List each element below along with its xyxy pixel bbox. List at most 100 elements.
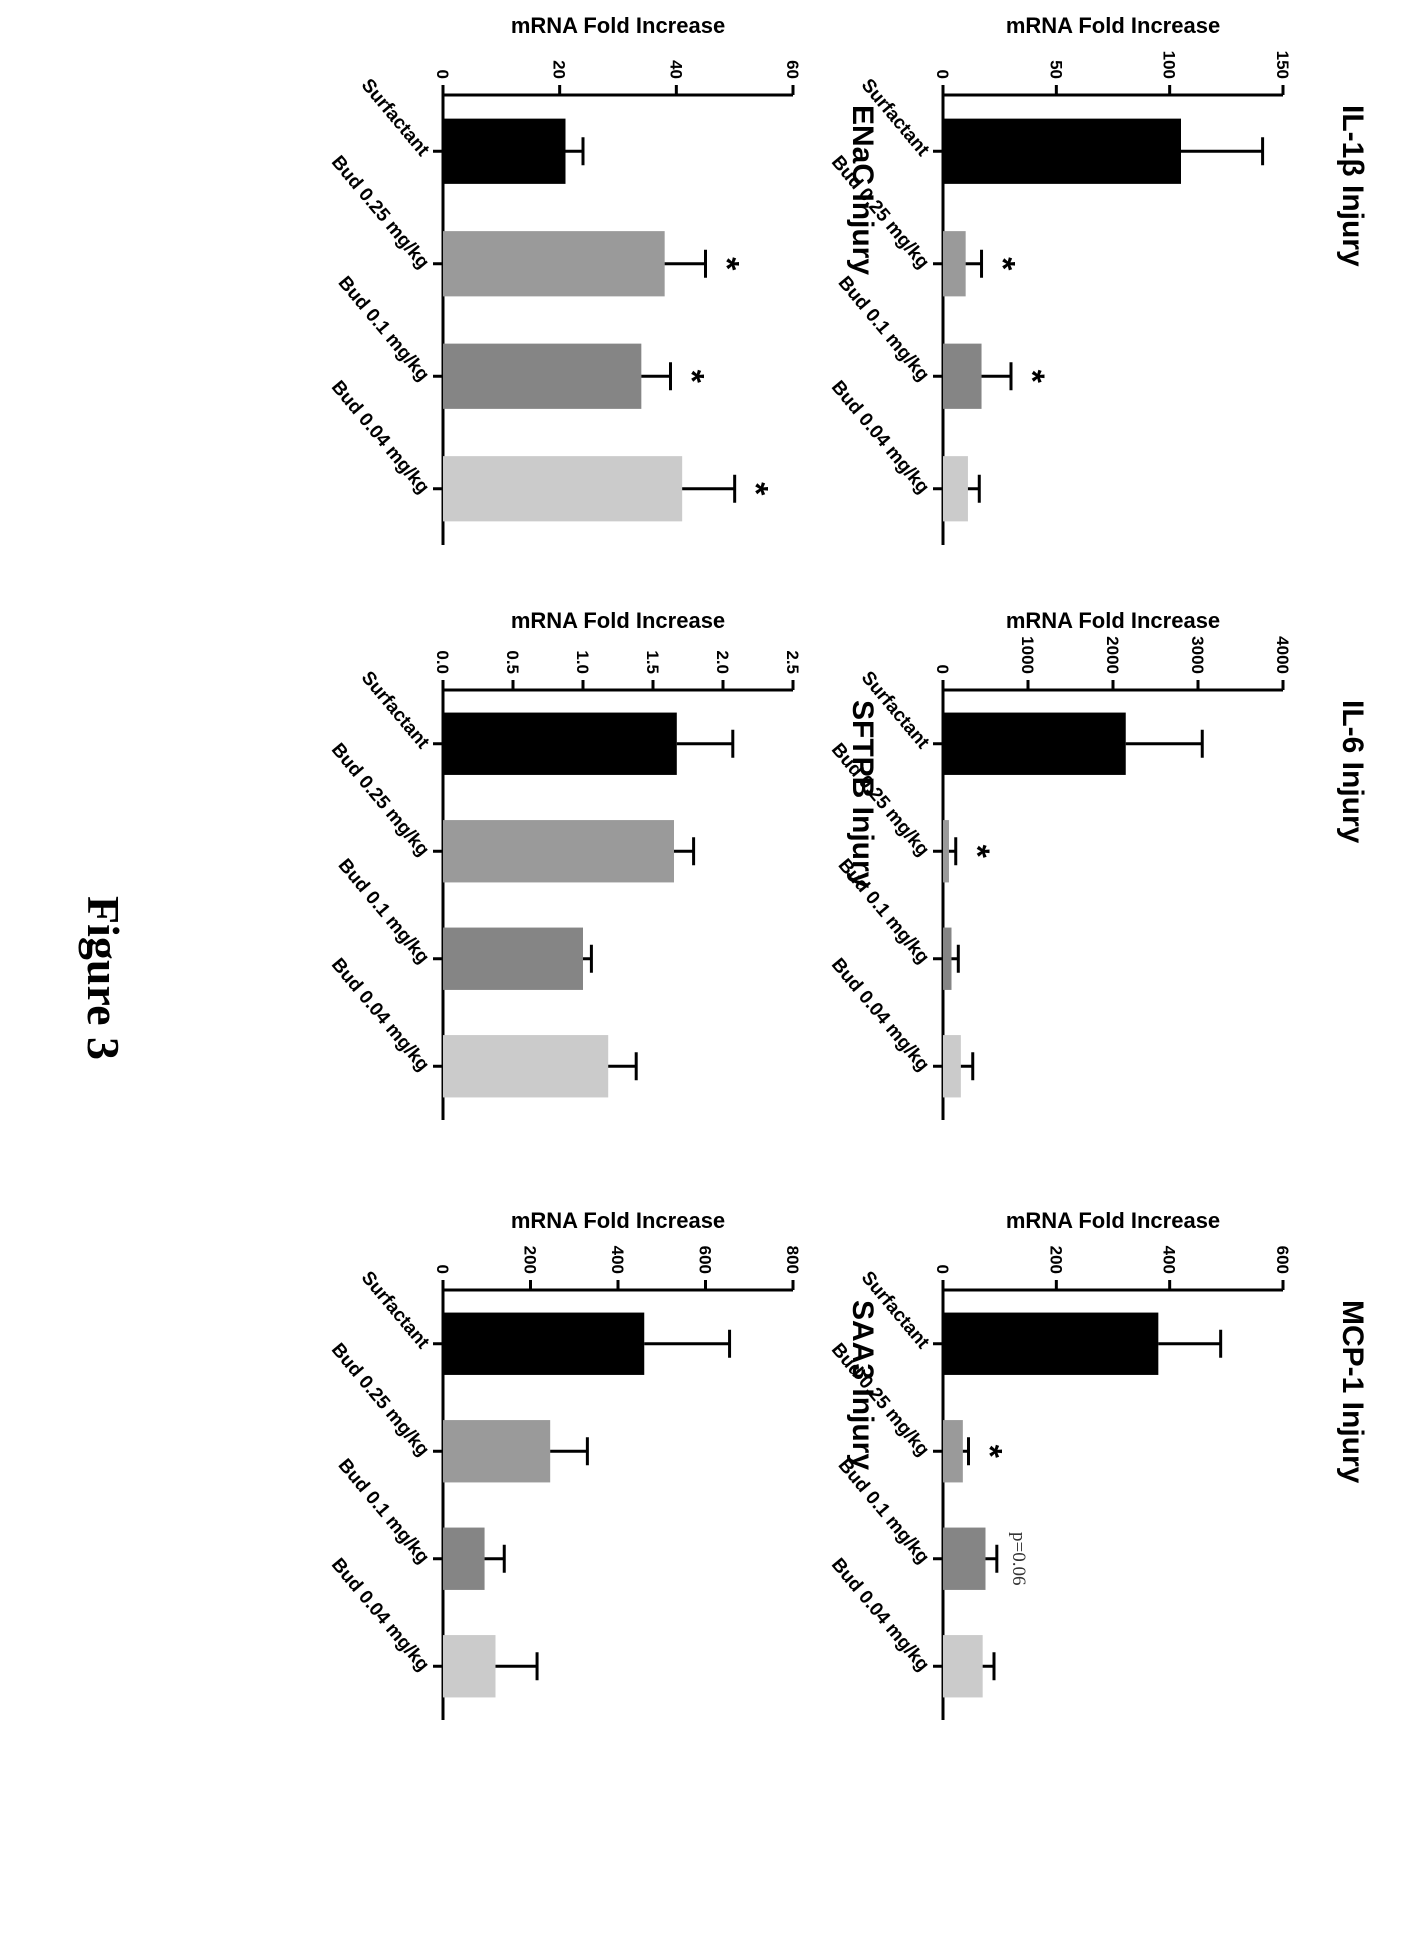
bar-4	[443, 1635, 496, 1698]
y-tick-label: 0	[433, 1265, 452, 1274]
chart-panel-5: SFTPB Injury 0.0 0.5 1.0 1.5 2.0 2.5 mRNA Fold …	[327, 608, 879, 1120]
bar-2	[443, 1420, 551, 1483]
bar-1	[443, 118, 566, 184]
x-category-label: Bud 0.25 mg/kg	[327, 152, 433, 273]
y-tick-label: 600	[1273, 1246, 1292, 1274]
bar-4	[443, 456, 683, 522]
x-category-label: Bud 0.1 mg/kg	[334, 272, 434, 385]
significance-star: *	[737, 482, 775, 496]
chart-panel-4: ENaC Injury 0 20 40 60 mRNA Fold Increase Surf…	[327, 13, 879, 545]
y-tick-label: 1000	[1018, 636, 1037, 674]
significance-star: *	[1013, 370, 1051, 384]
chart-title: SAA3 Injury	[846, 1300, 879, 1470]
bar-3	[442, 343, 642, 409]
x-category-label: Surfactant	[357, 1267, 434, 1353]
significance-star: *	[971, 1445, 1009, 1459]
y-axis-label: mRNA Fold Increase	[1006, 1208, 1220, 1233]
chart-title: IL-6 Injury	[1336, 700, 1369, 844]
y-axis-label: mRNA Fold Increase	[511, 608, 725, 633]
bar-3	[943, 1527, 986, 1590]
x-category-label: Bud 0.25 mg/kg	[827, 739, 933, 860]
x-category-label: Bud 0.1 mg/kg	[334, 855, 434, 968]
bar-2	[942, 231, 966, 297]
chart-title: IL-1β Injury	[1336, 105, 1369, 267]
y-tick-label: 200	[1046, 1246, 1065, 1274]
y-axis-label: mRNA Fold Increase	[1006, 13, 1220, 38]
bar-3	[443, 1527, 485, 1590]
bar-4	[943, 1035, 961, 1098]
y-tick-label: 0	[933, 70, 952, 79]
x-category-label: Bud 0.25 mg/kg	[827, 152, 933, 273]
x-category-label: Bud 0.1 mg/kg	[834, 272, 934, 385]
significance-star: *	[673, 370, 711, 384]
y-tick-label: 0.0	[433, 650, 452, 674]
bar-4	[942, 1635, 983, 1698]
chart-title: SFTPB Injury	[846, 700, 879, 889]
bar-1	[443, 1312, 645, 1375]
x-category-label: Surfactant	[357, 75, 434, 161]
bar-1	[943, 118, 1181, 184]
y-tick-label: 0	[933, 665, 952, 674]
x-category-label: Bud 0.04 mg/kg	[327, 954, 433, 1075]
y-tick-label: 0	[433, 70, 452, 79]
significance-star: *	[708, 257, 746, 271]
y-axis-label: mRNA Fold Increase	[511, 13, 725, 38]
y-tick-label: 400	[608, 1246, 627, 1274]
chart-title: ENaC Injury	[846, 105, 879, 275]
significance-star: *	[958, 845, 996, 859]
chart-panel-2: IL-6 Injury 0 1000 2000 3000 4000 mRNA Fold In…	[827, 608, 1369, 1120]
bar-3	[943, 927, 952, 990]
x-category-label: Bud 0.04 mg/kg	[827, 377, 933, 498]
y-tick-label: 1.0	[573, 650, 592, 674]
y-tick-label: 200	[521, 1246, 540, 1274]
bar-3	[942, 343, 982, 409]
x-category-label: Bud 0.1 mg/kg	[334, 1455, 434, 1568]
y-tick-label: 150	[1273, 51, 1292, 79]
bar-2	[943, 820, 949, 883]
bar-1	[943, 712, 1126, 775]
chart-panel-3: MCP-1 Injury 0 200 400 600 mRNA Fold Increase…	[827, 1208, 1369, 1720]
y-tick-label: 3000	[1188, 636, 1207, 674]
y-tick-label: 0.5	[503, 650, 522, 674]
y-tick-label: 1.5	[643, 650, 662, 674]
figure-caption: Figure 3	[78, 896, 129, 1060]
bar-3	[443, 927, 583, 990]
chart-panel-6: SAA3 Injury 0 200 400 600 800 mRNA Fold Increa…	[327, 1208, 879, 1720]
bar-2	[443, 820, 674, 883]
bar-1	[442, 712, 677, 775]
y-tick-label: 4000	[1273, 636, 1292, 674]
x-category-label: Bud 0.04 mg/kg	[327, 377, 433, 498]
x-category-label: Bud 0.1 mg/kg	[834, 1455, 934, 1568]
bar-4	[443, 1035, 609, 1098]
y-tick-label: 2000	[1103, 636, 1122, 674]
bar-1	[943, 1312, 1159, 1375]
chart-title: MCP-1 Injury	[1336, 1300, 1369, 1484]
significance-star: *	[984, 257, 1022, 271]
p-value-annotation: p=0.06	[1008, 1532, 1029, 1585]
y-tick-label: 0	[933, 1265, 952, 1274]
y-tick-label: 20	[550, 60, 569, 79]
x-category-label: Surfactant	[357, 667, 434, 753]
y-tick-label: 800	[783, 1246, 802, 1274]
x-category-label: Bud 0.25 mg/kg	[327, 739, 433, 860]
y-tick-label: 400	[1160, 1246, 1179, 1274]
y-axis-label: mRNA Fold Increase	[1006, 608, 1220, 633]
x-category-label: Bud 0.04 mg/kg	[327, 1554, 433, 1675]
y-tick-label: 600	[696, 1246, 715, 1274]
x-category-label: Bud 0.04 mg/kg	[827, 954, 933, 1075]
y-tick-label: 60	[783, 60, 802, 79]
y-tick-label: 2.0	[713, 650, 732, 674]
bar-2	[443, 231, 665, 297]
x-category-label: Bud 0.25 mg/kg	[327, 1339, 433, 1460]
y-tick-label: 100	[1160, 51, 1179, 79]
x-category-label: Bud 0.04 mg/kg	[827, 1554, 933, 1675]
y-tick-label: 50	[1046, 60, 1065, 79]
y-axis-label: mRNA Fold Increase	[511, 1208, 725, 1233]
y-tick-label: 40	[666, 60, 685, 79]
bar-4	[942, 456, 968, 522]
y-tick-label: 2.5	[783, 650, 802, 674]
